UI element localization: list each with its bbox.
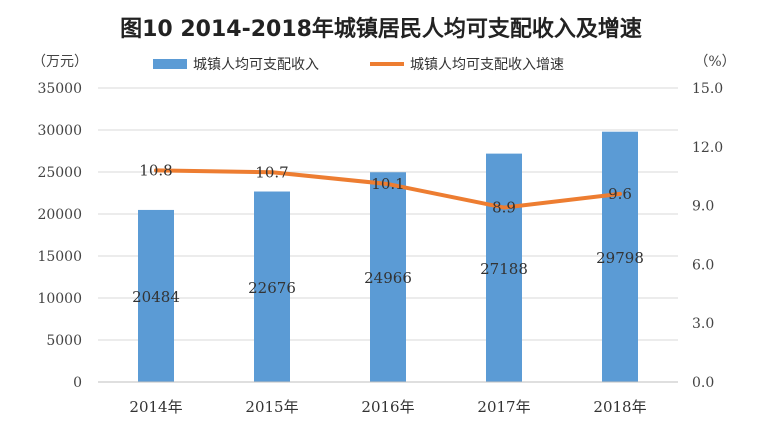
bar (370, 172, 406, 382)
line-value-label: 10.1 (371, 175, 404, 193)
left-tick-label: 25000 (37, 165, 82, 181)
line-value-label: 10.8 (139, 161, 172, 179)
data-labels: 20484 22676 24966 27188 29798 10.8 10.7 10.1 8.9… (132, 161, 644, 306)
line-point (502, 206, 506, 210)
right-tick-label: 6.0 (692, 257, 714, 273)
axes: 0 5000 10000 15000 20000 25000 30000 35000 0.0 3.… (37, 81, 723, 416)
bar-value-label: 24966 (364, 269, 412, 287)
left-tick-label: 5000 (46, 333, 82, 349)
left-tick-label: 10000 (37, 291, 82, 307)
bar (254, 191, 290, 382)
legend: 城镇人均可支配收入 城镇人均可支配收入增速 (153, 57, 564, 73)
left-tick-label: 0 (73, 375, 82, 391)
line-value-label: 8.9 (492, 199, 516, 217)
line-value-label: 10.7 (255, 163, 288, 181)
legend-bar-swatch (153, 59, 187, 69)
legend-line-label: 城镇人均可支配收入增速 (410, 57, 564, 73)
right-axis-unit: （%） (694, 54, 735, 70)
left-tick-label: 30000 (37, 123, 82, 139)
bar (602, 131, 638, 382)
right-tick-label: 15.0 (692, 81, 723, 97)
bar-value-label: 20484 (132, 288, 180, 306)
left-axis-unit: （万元） (32, 54, 88, 70)
right-tick-label: 0.0 (692, 375, 714, 391)
bar-value-label: 22676 (248, 279, 296, 297)
line-value-label: 9.6 (608, 185, 632, 203)
bar-value-label: 29798 (596, 249, 644, 267)
bar-value-label: 27188 (480, 260, 528, 278)
line-point (618, 192, 622, 196)
right-tick-label: 12.0 (692, 140, 723, 156)
bar (138, 209, 174, 382)
legend-bar-label: 城镇人均可支配收入 (193, 57, 319, 73)
right-tick-label: 3.0 (692, 316, 714, 332)
chart-title: 图10 2014-2018年城镇居民人均可支配收入及增速 (120, 16, 642, 42)
left-tick-label: 35000 (37, 81, 82, 97)
left-tick-label: 20000 (37, 207, 82, 223)
line-point (154, 168, 158, 172)
bar (486, 153, 522, 382)
right-tick-label: 9.0 (692, 199, 714, 215)
x-tick-label: 2018年 (593, 398, 646, 416)
line-point (386, 182, 390, 186)
left-tick-label: 15000 (37, 249, 82, 265)
line-series (154, 168, 622, 210)
x-tick-label: 2015年 (245, 398, 298, 416)
x-tick-label: 2016年 (361, 398, 414, 416)
line-point (270, 170, 274, 174)
x-tick-label: 2017年 (477, 398, 530, 416)
x-tick-label: 2014年 (129, 398, 182, 416)
bar-series (138, 131, 638, 382)
